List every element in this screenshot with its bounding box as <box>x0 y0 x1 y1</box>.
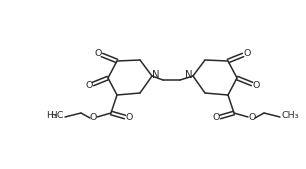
Text: O: O <box>243 50 251 58</box>
Text: N: N <box>185 70 193 80</box>
Text: O: O <box>212 114 220 123</box>
Text: O: O <box>94 50 102 58</box>
Text: O: O <box>85 80 93 90</box>
Text: N: N <box>152 70 160 80</box>
Text: H₃C: H₃C <box>47 112 64 120</box>
Text: H: H <box>50 112 57 120</box>
Text: O: O <box>252 80 260 90</box>
Text: O: O <box>89 114 97 123</box>
Text: O: O <box>248 114 256 123</box>
Text: O: O <box>125 114 133 123</box>
Text: CH₃: CH₃ <box>281 112 298 120</box>
